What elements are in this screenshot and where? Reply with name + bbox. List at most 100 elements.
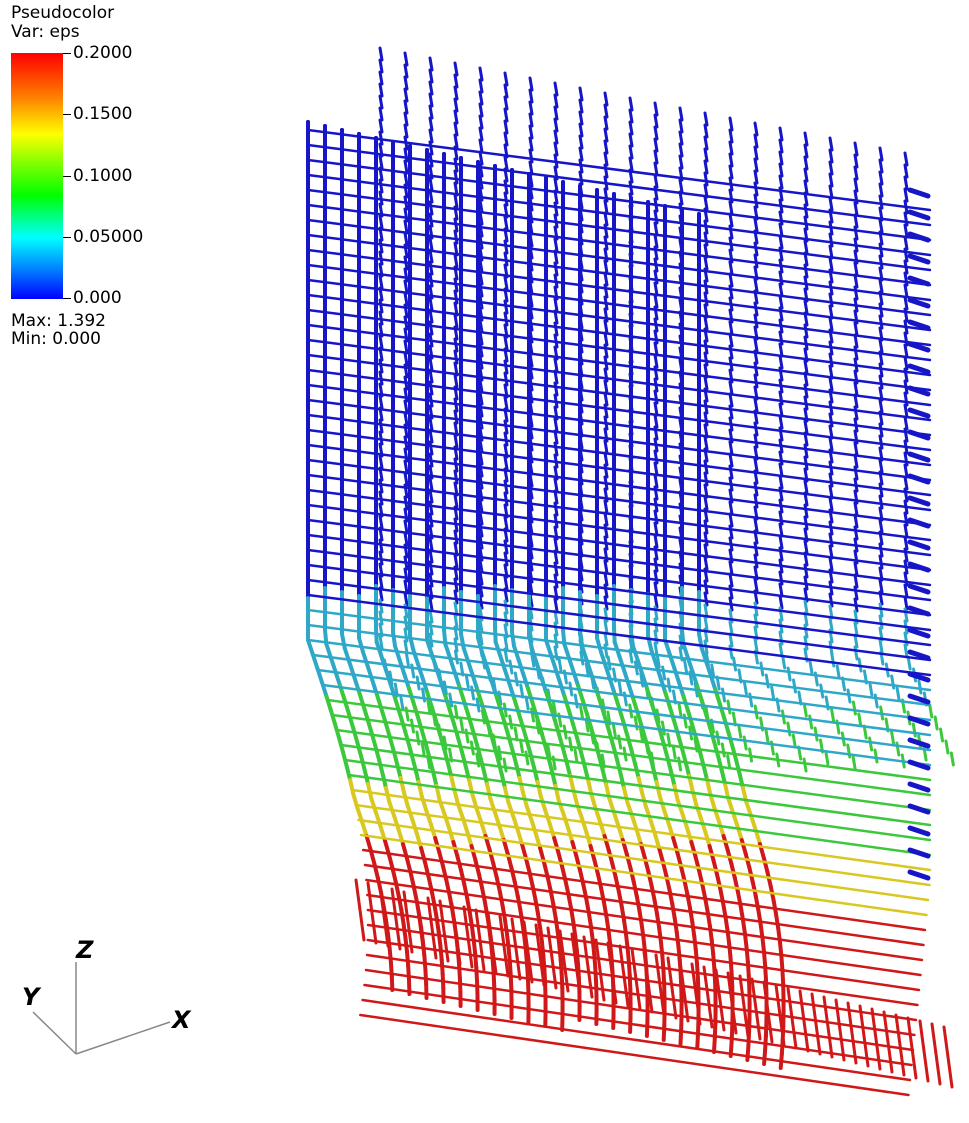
mesh-edge xyxy=(428,368,434,384)
mesh-edge xyxy=(457,962,462,980)
mesh-edge xyxy=(453,433,459,449)
mesh-edge xyxy=(306,248,932,332)
mesh-edge xyxy=(459,750,468,768)
mesh-edge xyxy=(728,200,734,216)
mesh-edge xyxy=(453,589,459,605)
mesh-edge xyxy=(553,201,559,217)
mesh-edge xyxy=(306,413,932,497)
mesh-edge xyxy=(828,412,834,428)
mesh-edge xyxy=(666,732,672,748)
mesh-edge xyxy=(803,263,809,279)
mesh-edge xyxy=(579,650,585,666)
mesh-edge xyxy=(853,201,859,217)
mesh-edge xyxy=(907,561,931,573)
mesh-edge xyxy=(853,441,859,457)
mesh-edge xyxy=(653,401,659,417)
mesh-edge xyxy=(521,672,530,690)
mesh-edge xyxy=(355,740,364,758)
mesh-edge xyxy=(728,116,734,132)
mesh-edge xyxy=(306,488,932,572)
mesh-edge xyxy=(553,561,559,577)
mesh-edge xyxy=(663,638,672,656)
mesh-edge xyxy=(722,716,731,734)
mesh-edge xyxy=(354,803,931,887)
mesh-edge xyxy=(878,278,884,294)
mesh-edge xyxy=(853,333,859,349)
mesh-edge xyxy=(361,848,927,932)
mesh-edge xyxy=(717,820,726,838)
mesh-edge xyxy=(663,690,672,708)
mesh-edge xyxy=(478,450,484,466)
mesh-edge xyxy=(470,674,480,692)
mesh-edge xyxy=(592,952,598,970)
mesh-edge xyxy=(403,387,409,403)
mesh-edge xyxy=(383,668,393,686)
mesh-edge xyxy=(830,652,836,668)
mesh-edge xyxy=(366,908,921,992)
mesh-edge xyxy=(803,179,809,195)
mesh-edge xyxy=(695,962,700,980)
mesh-edge xyxy=(503,131,509,147)
mesh-edge xyxy=(653,149,659,165)
mesh-edge xyxy=(603,619,609,635)
mesh-edge xyxy=(568,774,576,792)
mesh-edge xyxy=(603,451,609,467)
mesh-edge xyxy=(603,271,609,287)
mesh-edge xyxy=(469,924,476,942)
mesh-edge xyxy=(593,740,602,758)
mesh-edge xyxy=(428,608,434,624)
mesh-edge xyxy=(438,944,444,962)
mesh-edge xyxy=(603,511,609,527)
mesh-edge xyxy=(765,870,773,888)
mesh-edge xyxy=(728,572,734,588)
mesh-edge xyxy=(453,313,459,329)
mesh-edge xyxy=(903,535,909,551)
mesh-edge xyxy=(428,308,434,324)
mesh-edge xyxy=(907,407,931,419)
mesh-edge xyxy=(306,218,932,302)
mesh-edge xyxy=(603,211,609,227)
mesh-edge xyxy=(306,608,932,692)
mesh-edge xyxy=(778,162,784,178)
mesh-edge xyxy=(753,433,759,449)
mesh-edge xyxy=(878,302,884,318)
mesh-edge xyxy=(703,303,709,319)
mesh-edge xyxy=(403,531,409,547)
mesh-edge xyxy=(721,834,730,852)
legend-max: Max: 1.392 xyxy=(11,311,106,331)
mesh-edge xyxy=(738,974,750,1038)
tick-label-bottom: 0.000 xyxy=(73,288,122,308)
mesh-edge xyxy=(503,251,509,267)
mesh-edge xyxy=(503,299,509,315)
mesh-edge xyxy=(903,475,909,491)
mesh-edge xyxy=(778,642,784,658)
mesh-edge xyxy=(359,833,928,917)
tick-mark xyxy=(63,176,71,177)
mesh-edge xyxy=(453,469,459,485)
mesh-edge xyxy=(718,886,725,904)
mesh-edge xyxy=(584,717,590,733)
mesh-edge xyxy=(603,391,609,407)
mesh-edge xyxy=(403,219,409,235)
mesh-edge xyxy=(803,299,809,315)
mesh-edge xyxy=(603,103,609,119)
tick-label: 0.1500 xyxy=(73,104,133,124)
mesh-edge xyxy=(428,116,434,132)
mesh-edge xyxy=(653,593,659,609)
mesh-edge xyxy=(503,491,509,507)
mesh-edge xyxy=(655,653,661,669)
mesh-edge xyxy=(453,133,459,149)
mesh-edge xyxy=(606,928,613,946)
mesh-edge xyxy=(428,236,434,252)
mesh-edge xyxy=(734,758,742,776)
mesh-edge xyxy=(546,926,558,990)
mesh-edge xyxy=(553,417,559,433)
mesh-edge xyxy=(703,495,709,511)
mesh-edge xyxy=(476,636,484,654)
mesh-edge xyxy=(907,539,931,551)
mesh-edge xyxy=(553,261,559,277)
mesh-edge xyxy=(427,756,436,774)
mesh-edge xyxy=(731,711,737,727)
mesh-edge xyxy=(828,148,834,164)
